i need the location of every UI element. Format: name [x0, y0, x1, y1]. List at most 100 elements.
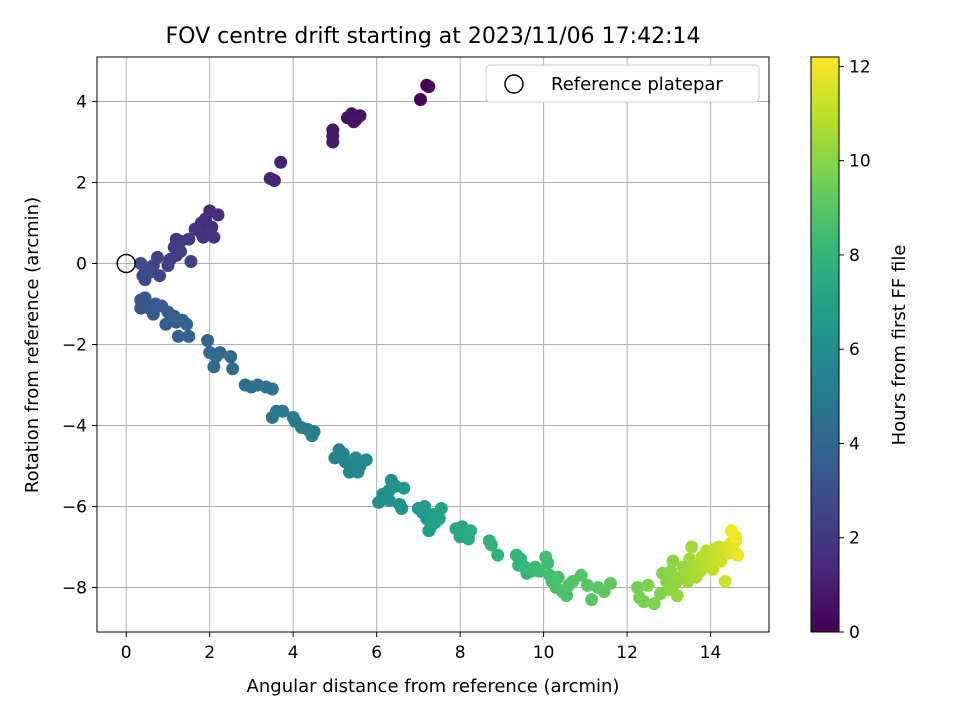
x-tick-label: 4 [288, 643, 299, 663]
y-tick-label: −8 [62, 578, 87, 598]
data-point [196, 230, 210, 244]
colorbar-tick-label: 6 [849, 340, 860, 360]
data-point [631, 581, 644, 594]
data-point [326, 135, 340, 149]
data-point [347, 115, 361, 129]
data-point [226, 362, 240, 376]
data-point [146, 307, 160, 321]
x-axis-label: Angular distance from reference (arcmin) [247, 676, 620, 697]
colorbar-tick-label: 12 [849, 57, 871, 77]
colorbar-tick-label: 2 [849, 529, 860, 549]
y-tick-label: −2 [62, 336, 87, 356]
data-point [729, 530, 743, 544]
colorbar-tick-label: 10 [849, 152, 871, 172]
data-point [532, 564, 546, 578]
colorbar-gradient [810, 56, 840, 633]
x-axis-ticks: 0 2 4 6 8 10 12 14 [121, 632, 722, 663]
data-point [134, 257, 148, 270]
legend: Reference platepar [485, 64, 760, 103]
data-point [714, 554, 728, 568]
data-point [397, 481, 411, 495]
colorbar-ticks: 0 2 4 6 8 10 12 [839, 57, 871, 643]
data-point [418, 500, 432, 513]
y-tick-label: 4 [76, 93, 87, 113]
colorbar-tick-label: 4 [849, 434, 860, 454]
data-point [414, 93, 427, 106]
data-point [382, 493, 396, 507]
data-point [138, 291, 152, 305]
data-point [580, 578, 594, 592]
data-point [201, 334, 215, 347]
data-point [432, 512, 446, 526]
data-point [603, 576, 617, 590]
data-point [670, 589, 684, 603]
data-point [188, 222, 202, 236]
legend-label: Reference platepar [551, 74, 723, 95]
plot-area [96, 56, 770, 633]
colorbar: 0 2 4 6 8 10 12 Hours from first FF file [810, 56, 910, 643]
data-point [351, 465, 365, 479]
data-point [159, 317, 173, 331]
y-tick-label: −4 [62, 416, 87, 436]
grid [97, 57, 769, 632]
y-axis-label: Rotation from reference (arcmin) [22, 197, 43, 493]
data-point [422, 80, 436, 94]
data-point [666, 554, 680, 568]
data-point [211, 208, 225, 222]
data-point [180, 317, 194, 331]
colorbar-tick-label: 0 [849, 623, 860, 643]
data-point [142, 265, 156, 279]
data-point [706, 562, 720, 576]
data-point [685, 540, 699, 554]
data-point [213, 346, 227, 360]
chart-title: FOV centre drift starting at 2023/11/06 … [166, 24, 701, 49]
legend-marker [504, 74, 524, 94]
data-point [647, 597, 661, 611]
colorbar-tick-label: 8 [849, 246, 860, 266]
data-point [171, 329, 185, 343]
data-point [641, 578, 655, 592]
data-point [182, 329, 196, 343]
legend-box [485, 64, 760, 103]
x-tick-label: 12 [616, 643, 638, 663]
data-point [560, 589, 574, 603]
data-point [574, 568, 588, 582]
data-point [307, 425, 321, 439]
data-point [161, 259, 175, 272]
x-tick-label: 0 [121, 643, 132, 663]
x-tick-label: 14 [700, 643, 722, 663]
data-point [184, 255, 198, 268]
data-point [464, 524, 478, 538]
data-point [585, 593, 599, 607]
y-tick-label: 2 [76, 174, 87, 194]
data-point [207, 230, 221, 244]
data-point [484, 538, 498, 552]
data-point [731, 548, 745, 562]
data-point [274, 155, 288, 169]
data-point [491, 548, 505, 562]
colorbar-label: Hours from first FF file [889, 245, 910, 446]
data-point [551, 570, 565, 584]
data-point [718, 574, 732, 588]
x-tick-label: 10 [533, 643, 555, 663]
data-point [664, 564, 678, 578]
x-tick-label: 8 [455, 643, 466, 663]
data-point [267, 174, 281, 187]
reference-platepar-marker [116, 253, 136, 274]
y-tick-label: 0 [76, 255, 87, 275]
data-point [359, 453, 373, 467]
data-point [276, 404, 290, 418]
data-point [434, 502, 448, 515]
y-tick-label: −6 [62, 497, 87, 517]
data-point [265, 382, 279, 396]
x-tick-label: 6 [371, 643, 382, 663]
data-point [207, 360, 221, 374]
data-points [134, 78, 745, 611]
data-point [395, 502, 409, 515]
y-axis-ticks: −8 −6 −4 −2 0 2 4 [62, 93, 97, 598]
data-point [224, 350, 238, 364]
data-point [637, 595, 651, 609]
data-point [541, 556, 555, 570]
x-tick-label: 2 [204, 643, 215, 663]
